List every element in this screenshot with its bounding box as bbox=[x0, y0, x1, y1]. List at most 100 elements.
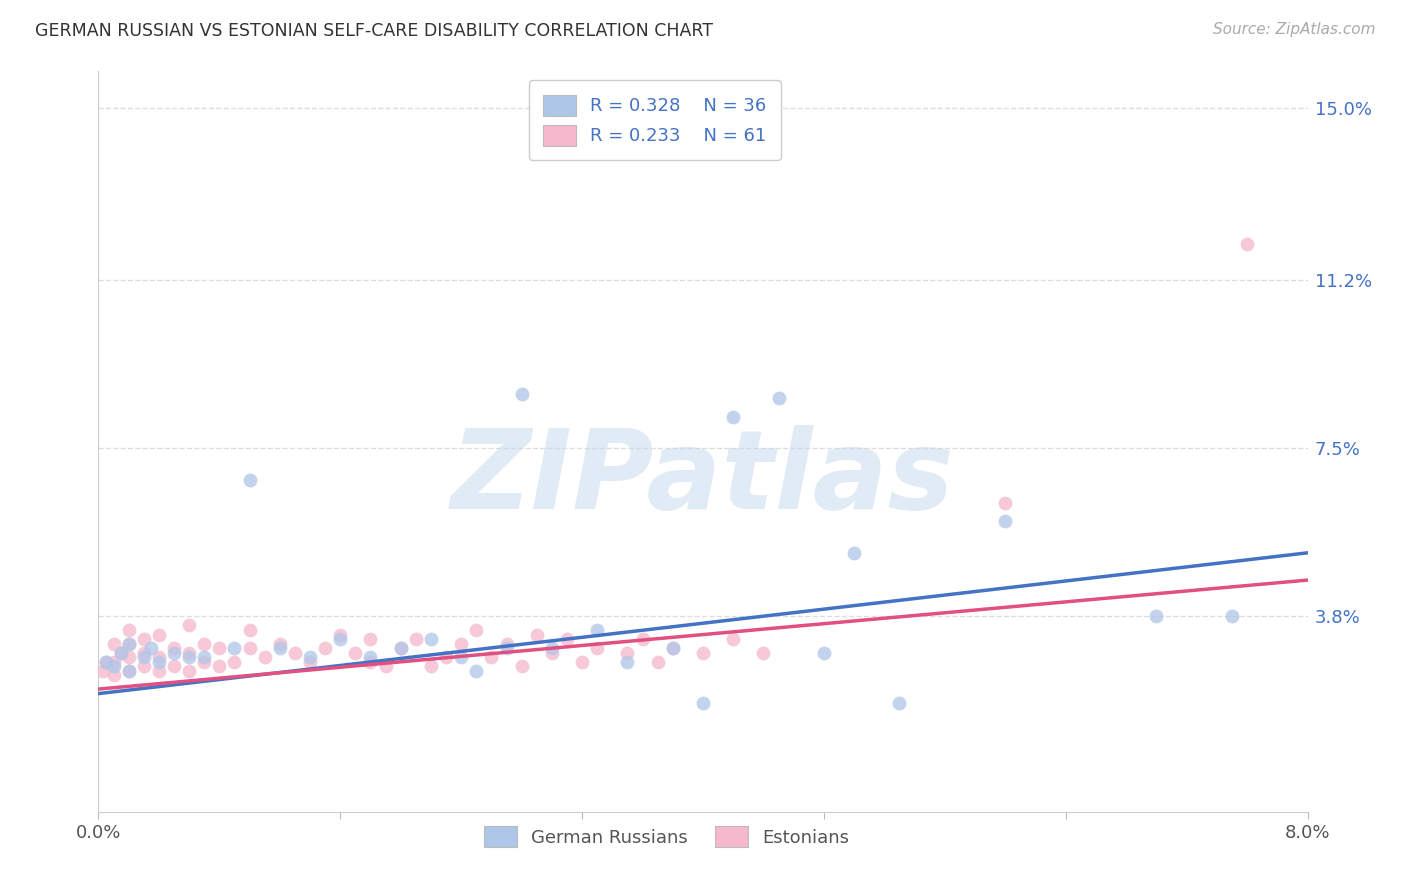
Point bbox=[141, 641, 163, 656]
Point bbox=[389, 641, 412, 656]
Point bbox=[118, 650, 141, 665]
Point bbox=[103, 659, 125, 673]
Point bbox=[994, 496, 1017, 510]
Point bbox=[420, 659, 443, 673]
Point bbox=[329, 632, 352, 647]
Point bbox=[118, 637, 141, 651]
Point bbox=[239, 623, 262, 637]
Point bbox=[405, 632, 427, 647]
Point bbox=[208, 641, 231, 656]
Point bbox=[450, 637, 472, 651]
Point bbox=[510, 659, 533, 673]
Point bbox=[132, 632, 155, 647]
Text: GERMAN RUSSIAN VS ESTONIAN SELF-CARE DISABILITY CORRELATION CHART: GERMAN RUSSIAN VS ESTONIAN SELF-CARE DIS… bbox=[35, 22, 713, 40]
Point bbox=[540, 646, 562, 660]
Point bbox=[163, 646, 186, 660]
Point bbox=[148, 664, 170, 678]
Point bbox=[179, 646, 201, 660]
Point bbox=[110, 646, 132, 660]
Point bbox=[889, 696, 911, 710]
Point bbox=[103, 655, 125, 669]
Point bbox=[179, 664, 201, 678]
Point bbox=[465, 664, 488, 678]
Point bbox=[239, 473, 262, 487]
Point bbox=[586, 623, 609, 637]
Point bbox=[103, 637, 125, 651]
Point bbox=[994, 514, 1017, 528]
Point bbox=[163, 659, 186, 673]
Point bbox=[314, 641, 336, 656]
Point bbox=[269, 637, 291, 651]
Point bbox=[148, 627, 170, 641]
Point bbox=[616, 646, 638, 660]
Point bbox=[193, 650, 215, 665]
Point bbox=[1146, 609, 1168, 624]
Point bbox=[132, 646, 155, 660]
Point bbox=[148, 650, 170, 665]
Point bbox=[193, 637, 215, 651]
Point bbox=[269, 641, 291, 656]
Point bbox=[224, 641, 246, 656]
Point bbox=[389, 641, 412, 656]
Point bbox=[118, 623, 141, 637]
Point bbox=[450, 650, 472, 665]
Point bbox=[526, 627, 548, 641]
Point bbox=[94, 655, 117, 669]
Point bbox=[374, 659, 396, 673]
Point bbox=[495, 637, 517, 651]
Point bbox=[179, 618, 201, 632]
Point bbox=[495, 641, 517, 656]
Point bbox=[103, 668, 125, 682]
Point bbox=[510, 387, 533, 401]
Point bbox=[284, 646, 307, 660]
Point bbox=[344, 646, 367, 660]
Text: Source: ZipAtlas.com: Source: ZipAtlas.com bbox=[1212, 22, 1375, 37]
Point bbox=[193, 655, 215, 669]
Point bbox=[813, 646, 835, 660]
Point bbox=[540, 641, 562, 656]
Point bbox=[132, 659, 155, 673]
Point bbox=[586, 641, 609, 656]
Point bbox=[360, 655, 382, 669]
Point bbox=[118, 664, 141, 678]
Point bbox=[661, 641, 683, 656]
Point bbox=[1220, 609, 1243, 624]
Text: ZIPatlas: ZIPatlas bbox=[451, 425, 955, 532]
Point bbox=[752, 646, 775, 660]
Point bbox=[768, 392, 790, 406]
Point bbox=[253, 650, 276, 665]
Point bbox=[692, 696, 714, 710]
Point bbox=[329, 627, 352, 641]
Point bbox=[481, 650, 503, 665]
Legend: German Russians, Estonians: German Russians, Estonians bbox=[477, 819, 856, 855]
Point bbox=[360, 650, 382, 665]
Point bbox=[118, 664, 141, 678]
Point bbox=[616, 655, 638, 669]
Point bbox=[208, 659, 231, 673]
Point bbox=[91, 664, 114, 678]
Point bbox=[110, 646, 132, 660]
Point bbox=[360, 632, 382, 647]
Point bbox=[661, 641, 683, 656]
Point bbox=[420, 632, 443, 647]
Point bbox=[555, 632, 578, 647]
Point bbox=[692, 646, 714, 660]
Point bbox=[299, 655, 322, 669]
Point bbox=[465, 623, 488, 637]
Point bbox=[179, 650, 201, 665]
Point bbox=[434, 650, 457, 665]
Point bbox=[224, 655, 246, 669]
Point bbox=[163, 641, 186, 656]
Point bbox=[1236, 236, 1258, 251]
Point bbox=[723, 632, 745, 647]
Point bbox=[118, 637, 141, 651]
Point bbox=[631, 632, 654, 647]
Point bbox=[148, 655, 170, 669]
Point bbox=[571, 655, 593, 669]
Point bbox=[723, 409, 745, 424]
Point bbox=[132, 650, 155, 665]
Point bbox=[647, 655, 669, 669]
Point bbox=[94, 655, 117, 669]
Point bbox=[239, 641, 262, 656]
Point bbox=[299, 650, 322, 665]
